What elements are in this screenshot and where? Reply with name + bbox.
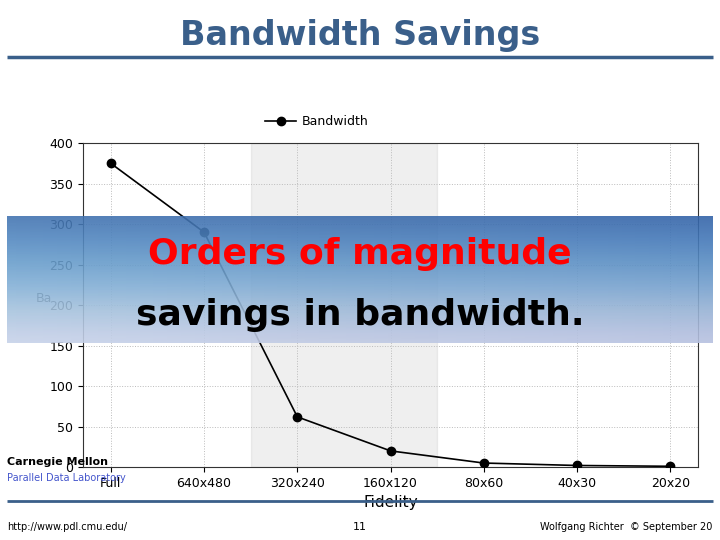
Line: Bandwidth: Bandwidth <box>107 159 675 470</box>
Text: Parallel Data Laboratory: Parallel Data Laboratory <box>7 473 126 483</box>
Bandwidth <box>107 160 115 166</box>
Legend: Bandwidth: Bandwidth <box>260 111 373 133</box>
Text: Carnegie Mellon: Carnegie Mellon <box>7 457 108 467</box>
Text: Bandwidth Savings: Bandwidth Savings <box>180 19 540 52</box>
Text: http://www.pdl.cmu.edu/: http://www.pdl.cmu.edu/ <box>7 522 127 532</box>
Bandwidth <box>480 460 488 466</box>
X-axis label: Fidelity: Fidelity <box>364 495 418 510</box>
Bandwidth <box>293 414 302 420</box>
Text: Wolfgang Richter  © September 20: Wolfgang Richter © September 20 <box>541 522 713 532</box>
Bar <box>251 143 437 467</box>
Text: 11: 11 <box>353 522 367 532</box>
Text: savings in bandwidth.: savings in bandwidth. <box>136 298 584 332</box>
Y-axis label: Ba: Ba <box>35 292 52 305</box>
Bandwidth <box>573 462 582 469</box>
Text: Orders of magnitude: Orders of magnitude <box>148 237 572 271</box>
Bandwidth <box>666 463 675 469</box>
Bandwidth <box>387 448 395 454</box>
Bandwidth <box>199 229 208 235</box>
